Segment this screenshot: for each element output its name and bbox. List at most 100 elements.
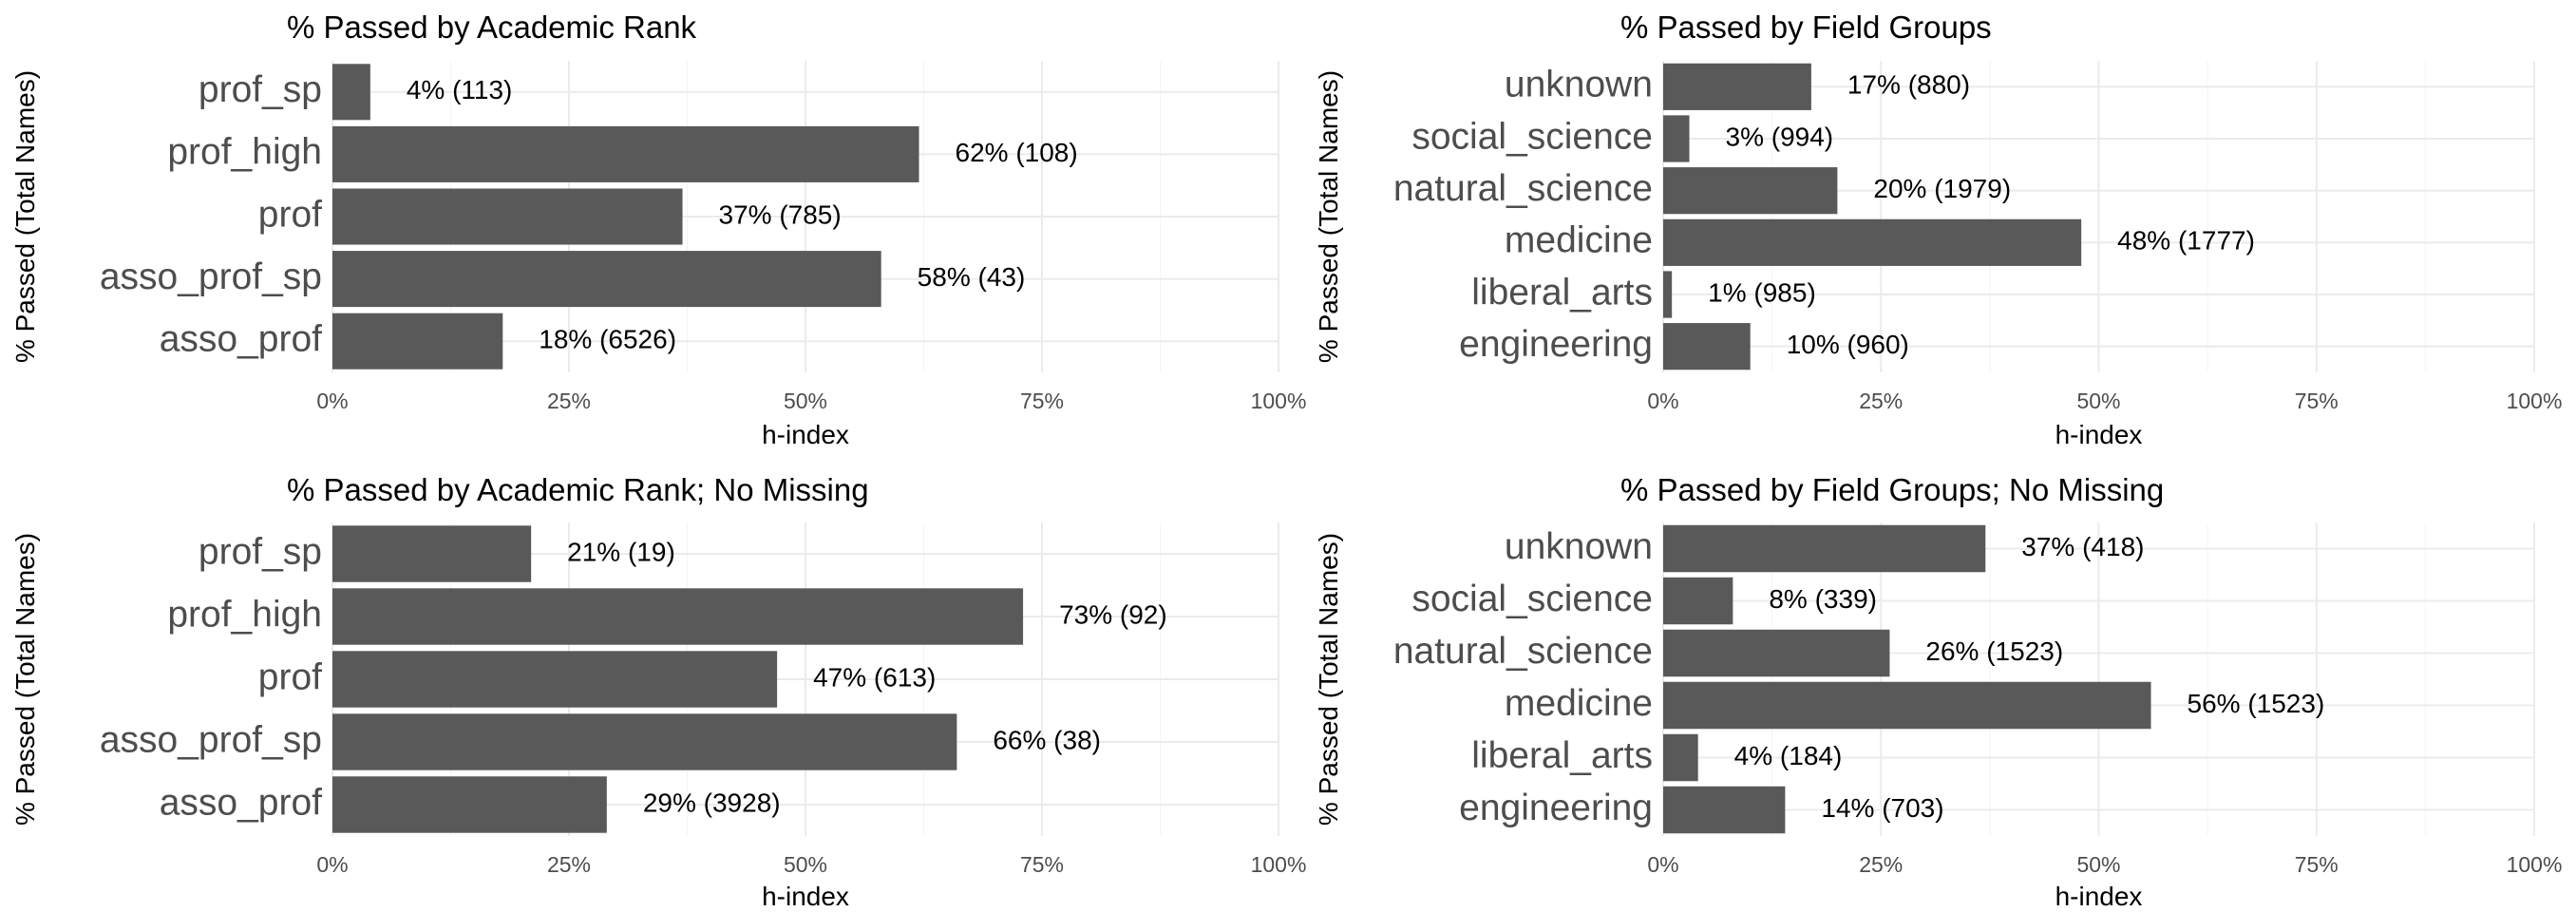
bar bbox=[332, 588, 1024, 645]
category-label: prof bbox=[258, 194, 322, 235]
x-tick-label: 25% bbox=[547, 852, 591, 877]
category-label: prof_high bbox=[167, 132, 322, 173]
category-label: asso_prof_sp bbox=[100, 256, 322, 297]
chart-title: % Passed by Academic Rank bbox=[287, 10, 697, 45]
x-tick-label: 50% bbox=[784, 852, 827, 877]
chart-panel: 21% (19) prof_sp 73% (92) prof_high 47% (613… bbox=[10, 472, 1306, 911]
bar bbox=[1663, 577, 1733, 625]
data-label: 26% (1523) bbox=[1925, 636, 2063, 666]
category-label: social_science bbox=[1411, 116, 1653, 157]
bar bbox=[1663, 115, 1690, 162]
data-label: 3% (994) bbox=[1726, 122, 1834, 151]
chart-title: % Passed by Field Groups bbox=[1620, 10, 1992, 45]
data-label: 1% (985) bbox=[1708, 277, 1816, 307]
x-tick-label: 75% bbox=[1020, 852, 1064, 877]
bar bbox=[1663, 524, 1986, 573]
category-label: prof bbox=[258, 656, 322, 697]
bar bbox=[332, 313, 503, 370]
x-tick-label: 100% bbox=[2507, 389, 2563, 413]
bar bbox=[1663, 629, 1890, 677]
bar bbox=[1663, 681, 2151, 730]
category-label: prof_sp bbox=[199, 531, 322, 572]
x-tick-label: 0% bbox=[1647, 389, 1678, 413]
bar bbox=[332, 776, 607, 833]
x-tick-label: 50% bbox=[2076, 852, 2120, 877]
x-axis-title: h-index bbox=[762, 420, 849, 449]
data-label: 10% (960) bbox=[1787, 330, 1909, 359]
category-label: social_science bbox=[1411, 579, 1653, 619]
chart-panel: 37% (418) unknown 8% (339) social_science 26… bbox=[1314, 472, 2562, 911]
x-axis-title: h-index bbox=[2055, 882, 2143, 911]
category-label: asso_prof_sp bbox=[100, 719, 322, 760]
category-label: medicine bbox=[1505, 683, 1653, 724]
bar bbox=[332, 64, 370, 121]
data-label: 66% (38) bbox=[993, 725, 1101, 754]
bar bbox=[332, 713, 957, 770]
y-axis-title: % Passed (Total Names) bbox=[10, 533, 40, 826]
x-tick-label: 50% bbox=[784, 389, 827, 413]
x-axis-title: h-index bbox=[762, 882, 849, 911]
bar bbox=[332, 651, 778, 708]
chart-title: % Passed by Academic Rank; No Missing bbox=[287, 472, 869, 507]
data-label: 20% (1979) bbox=[1873, 174, 2011, 203]
data-label: 14% (703) bbox=[1821, 793, 1943, 823]
bar bbox=[1663, 733, 1698, 782]
chart-panel: 4% (113) prof_sp 62% (108) prof_high 37% (78… bbox=[10, 10, 1306, 449]
bar bbox=[1663, 271, 1673, 318]
bar bbox=[1663, 323, 1751, 370]
data-label: 37% (418) bbox=[2021, 532, 2144, 561]
bar bbox=[1663, 786, 1786, 834]
bar bbox=[332, 125, 919, 182]
category-label: prof_sp bbox=[199, 69, 322, 110]
x-tick-label: 25% bbox=[1859, 389, 1903, 413]
data-label: 48% (1777) bbox=[2117, 226, 2255, 256]
data-label: 29% (3928) bbox=[643, 788, 781, 817]
category-label: liberal_arts bbox=[1471, 735, 1653, 776]
x-tick-label: 100% bbox=[1251, 852, 1307, 877]
category-label: natural_science bbox=[1393, 168, 1653, 209]
chart-title: % Passed by Field Groups; No Missing bbox=[1620, 472, 2164, 507]
category-label: unknown bbox=[1505, 526, 1653, 567]
category-label: medicine bbox=[1505, 220, 1653, 261]
data-label: 4% (184) bbox=[1734, 741, 1843, 770]
bar bbox=[1663, 167, 1838, 215]
category-label: asso_prof bbox=[160, 318, 322, 359]
x-tick-label: 25% bbox=[547, 389, 591, 413]
category-label: natural_science bbox=[1393, 631, 1653, 672]
bar bbox=[332, 525, 532, 582]
category-label: unknown bbox=[1505, 65, 1653, 105]
y-axis-title: % Passed (Total Names) bbox=[10, 70, 40, 363]
chart-panel: 17% (880) unknown 3% (994) social_science 20… bbox=[1314, 10, 2562, 449]
x-tick-label: 75% bbox=[1020, 389, 1064, 413]
x-axis-title: h-index bbox=[2055, 420, 2143, 449]
data-label: 4% (113) bbox=[407, 75, 513, 104]
y-axis-title: % Passed (Total Names) bbox=[1314, 533, 1343, 826]
x-tick-label: 0% bbox=[1647, 852, 1678, 877]
data-label: 62% (108) bbox=[956, 138, 1078, 167]
data-label: 17% (880) bbox=[1847, 70, 1970, 100]
x-tick-label: 100% bbox=[2507, 852, 2563, 877]
data-label: 21% (19) bbox=[567, 537, 675, 566]
x-tick-label: 100% bbox=[1251, 389, 1307, 413]
bar bbox=[1663, 218, 2082, 266]
x-tick-label: 50% bbox=[2076, 389, 2120, 413]
bar bbox=[332, 188, 683, 245]
x-tick-label: 0% bbox=[316, 389, 348, 413]
data-label: 58% (43) bbox=[918, 262, 1026, 292]
x-tick-label: 0% bbox=[316, 852, 348, 877]
y-axis-title: % Passed (Total Names) bbox=[1314, 70, 1343, 363]
category-label: liberal_arts bbox=[1471, 272, 1653, 313]
bar bbox=[1663, 63, 1811, 110]
data-label: 73% (92) bbox=[1059, 599, 1167, 629]
data-label: 37% (785) bbox=[719, 200, 842, 229]
x-tick-label: 75% bbox=[2295, 389, 2339, 413]
category-label: engineering bbox=[1459, 788, 1653, 828]
category-label: asso_prof bbox=[160, 782, 322, 823]
bar bbox=[332, 251, 881, 308]
data-label: 47% (613) bbox=[813, 662, 936, 692]
x-tick-label: 75% bbox=[2295, 852, 2339, 877]
category-label: prof_high bbox=[167, 594, 322, 635]
x-tick-label: 25% bbox=[1859, 852, 1903, 877]
data-label: 56% (1523) bbox=[2188, 689, 2325, 718]
